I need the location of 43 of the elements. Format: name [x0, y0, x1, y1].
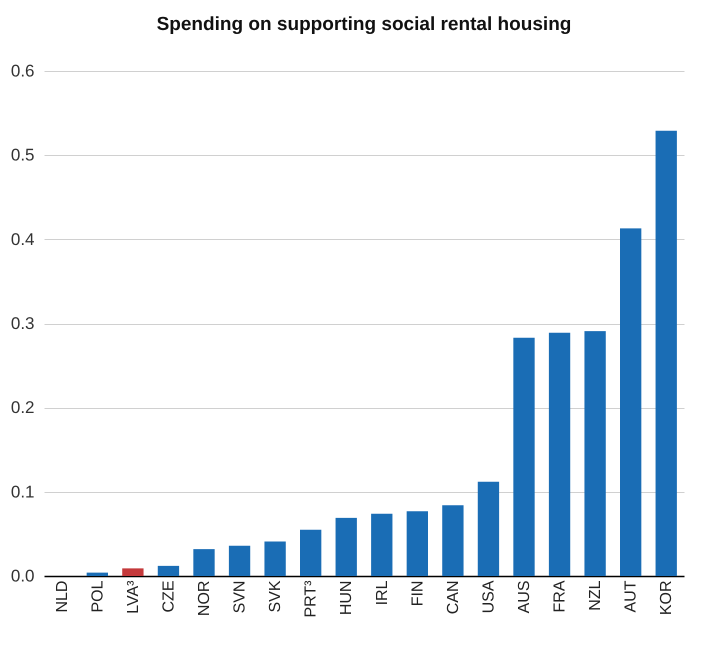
bar	[513, 338, 535, 576]
bar	[478, 482, 500, 576]
x-tick-label: NLD	[54, 580, 71, 613]
y-tick-label: 0.0	[10, 566, 34, 586]
bar	[264, 541, 286, 576]
x-tick-label: IRL	[374, 580, 391, 606]
x-tick-label: FRA	[552, 580, 569, 612]
x-tick-label: USA	[480, 580, 498, 614]
y-tick-label: 0.1	[10, 482, 34, 502]
bar	[406, 511, 428, 576]
bar	[336, 518, 357, 576]
bar	[656, 130, 677, 576]
bar	[300, 530, 322, 576]
x-tick-label: CAN	[444, 580, 462, 614]
bar	[371, 514, 392, 576]
x-tick-label: PRT³	[302, 580, 320, 618]
x-tick-label: LVA³	[124, 580, 142, 614]
x-tick-label: POL	[89, 580, 106, 613]
bar	[442, 505, 464, 576]
bar	[548, 332, 570, 576]
bar	[620, 228, 642, 576]
bar	[193, 549, 215, 576]
chart-title: Spending on supporting social rental housing	[156, 14, 572, 35]
x-tick-label: AUT	[622, 580, 640, 612]
x-tick-label: SVN	[232, 580, 249, 614]
bar	[86, 572, 108, 576]
x-tick-label: FIN	[409, 580, 426, 606]
x-tick-label: AUS	[516, 580, 533, 614]
bar	[228, 546, 250, 576]
x-tick-label: NZL	[587, 580, 604, 611]
x-tick-label: NOR	[196, 580, 213, 616]
y-tick-label: 0.6	[10, 62, 34, 80]
y-tick-label: 0.2	[10, 398, 34, 418]
bar	[584, 331, 606, 576]
x-tick-label: HUN	[338, 580, 356, 616]
x-tick-label: CZE	[160, 580, 178, 612]
x-tick-label: KOR	[658, 580, 676, 616]
bar	[158, 566, 180, 576]
bar	[122, 568, 144, 576]
y-tick-label: 0.4	[10, 230, 34, 249]
x-tick-label: SVK	[267, 580, 284, 613]
y-tick-label: 0.3	[10, 314, 34, 333]
y-tick-label: 0.5	[10, 146, 34, 165]
